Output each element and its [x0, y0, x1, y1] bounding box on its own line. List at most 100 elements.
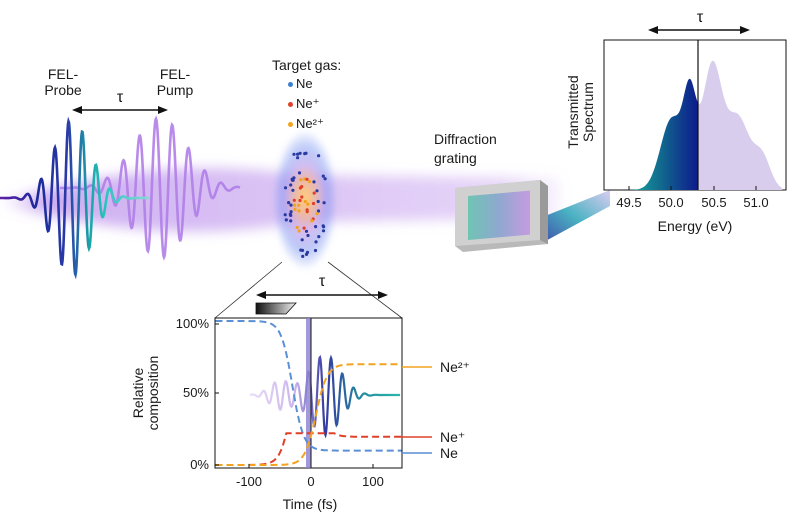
gas-particle: [300, 238, 304, 242]
composition-delay-symbol: τ: [318, 273, 326, 290]
gas-particle: [297, 229, 301, 233]
pulse-delay-symbol: τ: [116, 89, 124, 106]
composition-x-tick-label: -100: [235, 474, 263, 489]
gas-particle: [314, 240, 318, 244]
spectrum-right-area: [698, 60, 782, 191]
gas-particle: [315, 212, 319, 216]
spectrum-ylabel-line1: Transmitted: [565, 75, 581, 149]
curve-label: Ne: [440, 445, 458, 461]
gas-particle: [298, 186, 302, 190]
gas-particle: [298, 151, 302, 155]
composition-pulse: [249, 354, 400, 439]
composition-delay-arrow: [256, 291, 388, 299]
gas-particle: [297, 203, 301, 207]
gas-particle: [303, 199, 307, 204]
gas-particle: [322, 225, 326, 229]
gas-particle: [295, 225, 299, 230]
gas-particle: [289, 203, 293, 207]
spectrum-tick-label: 49.5: [616, 195, 642, 210]
gas-particle: [297, 209, 301, 213]
gas-particle: [289, 219, 293, 223]
gas-particle: [289, 183, 293, 187]
gas-legend-item: Ne: [288, 76, 313, 91]
delay-wedge: [255, 302, 297, 315]
gas-particle: [311, 201, 316, 206]
curve-ne-plus: [215, 432, 402, 466]
pump-label: FEL- Pump: [150, 66, 200, 98]
zoom-lines: [214, 261, 403, 319]
gas-particle: [308, 180, 312, 184]
probe-label-line2: Probe: [44, 82, 82, 98]
gas-particle: [304, 229, 309, 233]
gas-particle: [284, 218, 288, 222]
composition-panel: [214, 291, 432, 469]
grating-label: Diffraction grating: [434, 131, 497, 166]
gas-particle: [289, 213, 293, 217]
fel-pulses: [0, 115, 241, 280]
gas-particle: [322, 201, 326, 205]
gas-particle: [297, 171, 302, 175]
spectrum-panel: [603, 26, 787, 191]
gas-particle: [305, 250, 310, 254]
composition-ylabel-line2: composition: [145, 355, 161, 431]
gas-particle: [283, 186, 288, 190]
gas-legend-label: Ne: [296, 76, 313, 91]
target-gas-cloud: [273, 130, 337, 270]
gas-particle: [303, 152, 307, 156]
gas-particle: [298, 198, 302, 203]
gas-particle: [292, 203, 297, 207]
target-gas-title: Target gas:: [272, 57, 342, 73]
pump-pulse: [60, 115, 241, 261]
gas-particle: [302, 226, 306, 230]
curve-ne2-plus: [215, 363, 402, 466]
spectrum-ylabel-line2: Spectrum: [580, 82, 596, 142]
gas-particle: [323, 177, 327, 181]
gas-particle: [300, 248, 305, 252]
gas-particle: [299, 178, 303, 182]
spectrum-left-area: [622, 78, 698, 190]
gas-particle: [317, 154, 321, 158]
grating-label-line2: grating: [434, 150, 477, 166]
curve-label: Ne⁺: [440, 429, 466, 445]
probe-label-line1: FEL-: [47, 66, 79, 82]
gas-dot-icon: [288, 122, 293, 128]
probe-pulse: [0, 116, 150, 280]
spectrum-delay-symbol: τ: [696, 9, 704, 26]
pump-label-line1: FEL-: [159, 66, 191, 82]
gas-particle: [296, 156, 300, 160]
gas-particle: [317, 235, 321, 239]
gas-particle: [300, 195, 304, 199]
gas-particle: [305, 177, 309, 181]
composition-ylabel-line1: Relative: [130, 367, 146, 419]
gas-legend-label: Ne²⁺: [296, 116, 324, 131]
gas-particle: [291, 188, 295, 192]
curve-ne: [215, 320, 402, 452]
gas-legend-item: Ne⁺: [288, 96, 319, 112]
gas-particle: [312, 191, 316, 195]
spectrum-tick-label: 50.0: [658, 195, 684, 210]
pump-window: [306, 318, 311, 468]
gas-particle: [313, 248, 318, 253]
curve-label: Ne²⁺: [440, 359, 470, 375]
spectrum-xlabel: Energy (eV): [657, 218, 733, 234]
composition-x-tick-label: 0: [307, 474, 315, 489]
gas-particle: [306, 202, 310, 206]
gas-particle: [296, 152, 300, 156]
diffraction-grating: [455, 180, 548, 252]
gas-particle: [321, 174, 325, 178]
pulse-delay-arrow: [72, 106, 168, 114]
gas-legend-item: Ne²⁺: [288, 116, 324, 132]
grating-label-line1: Diffraction: [434, 131, 497, 147]
spectrum-delay-arrow: [648, 26, 750, 34]
spectrum-ylabel: Transmitted Spectrum: [565, 57, 600, 167]
composition-y-tick-label: 100%: [175, 316, 209, 331]
spectrum-tick-label: 50.5: [701, 195, 727, 210]
gas-particle: [289, 210, 293, 214]
composition-xlabel: Time (fs): [282, 496, 338, 512]
gas-particle: [283, 213, 287, 217]
gas-particle: [292, 152, 296, 156]
gas-dot-icon: [288, 82, 293, 88]
gas-particle: [301, 254, 305, 258]
composition-ylabel: Relative composition: [130, 338, 165, 448]
composition-y-tick-label: 50%: [182, 385, 209, 400]
